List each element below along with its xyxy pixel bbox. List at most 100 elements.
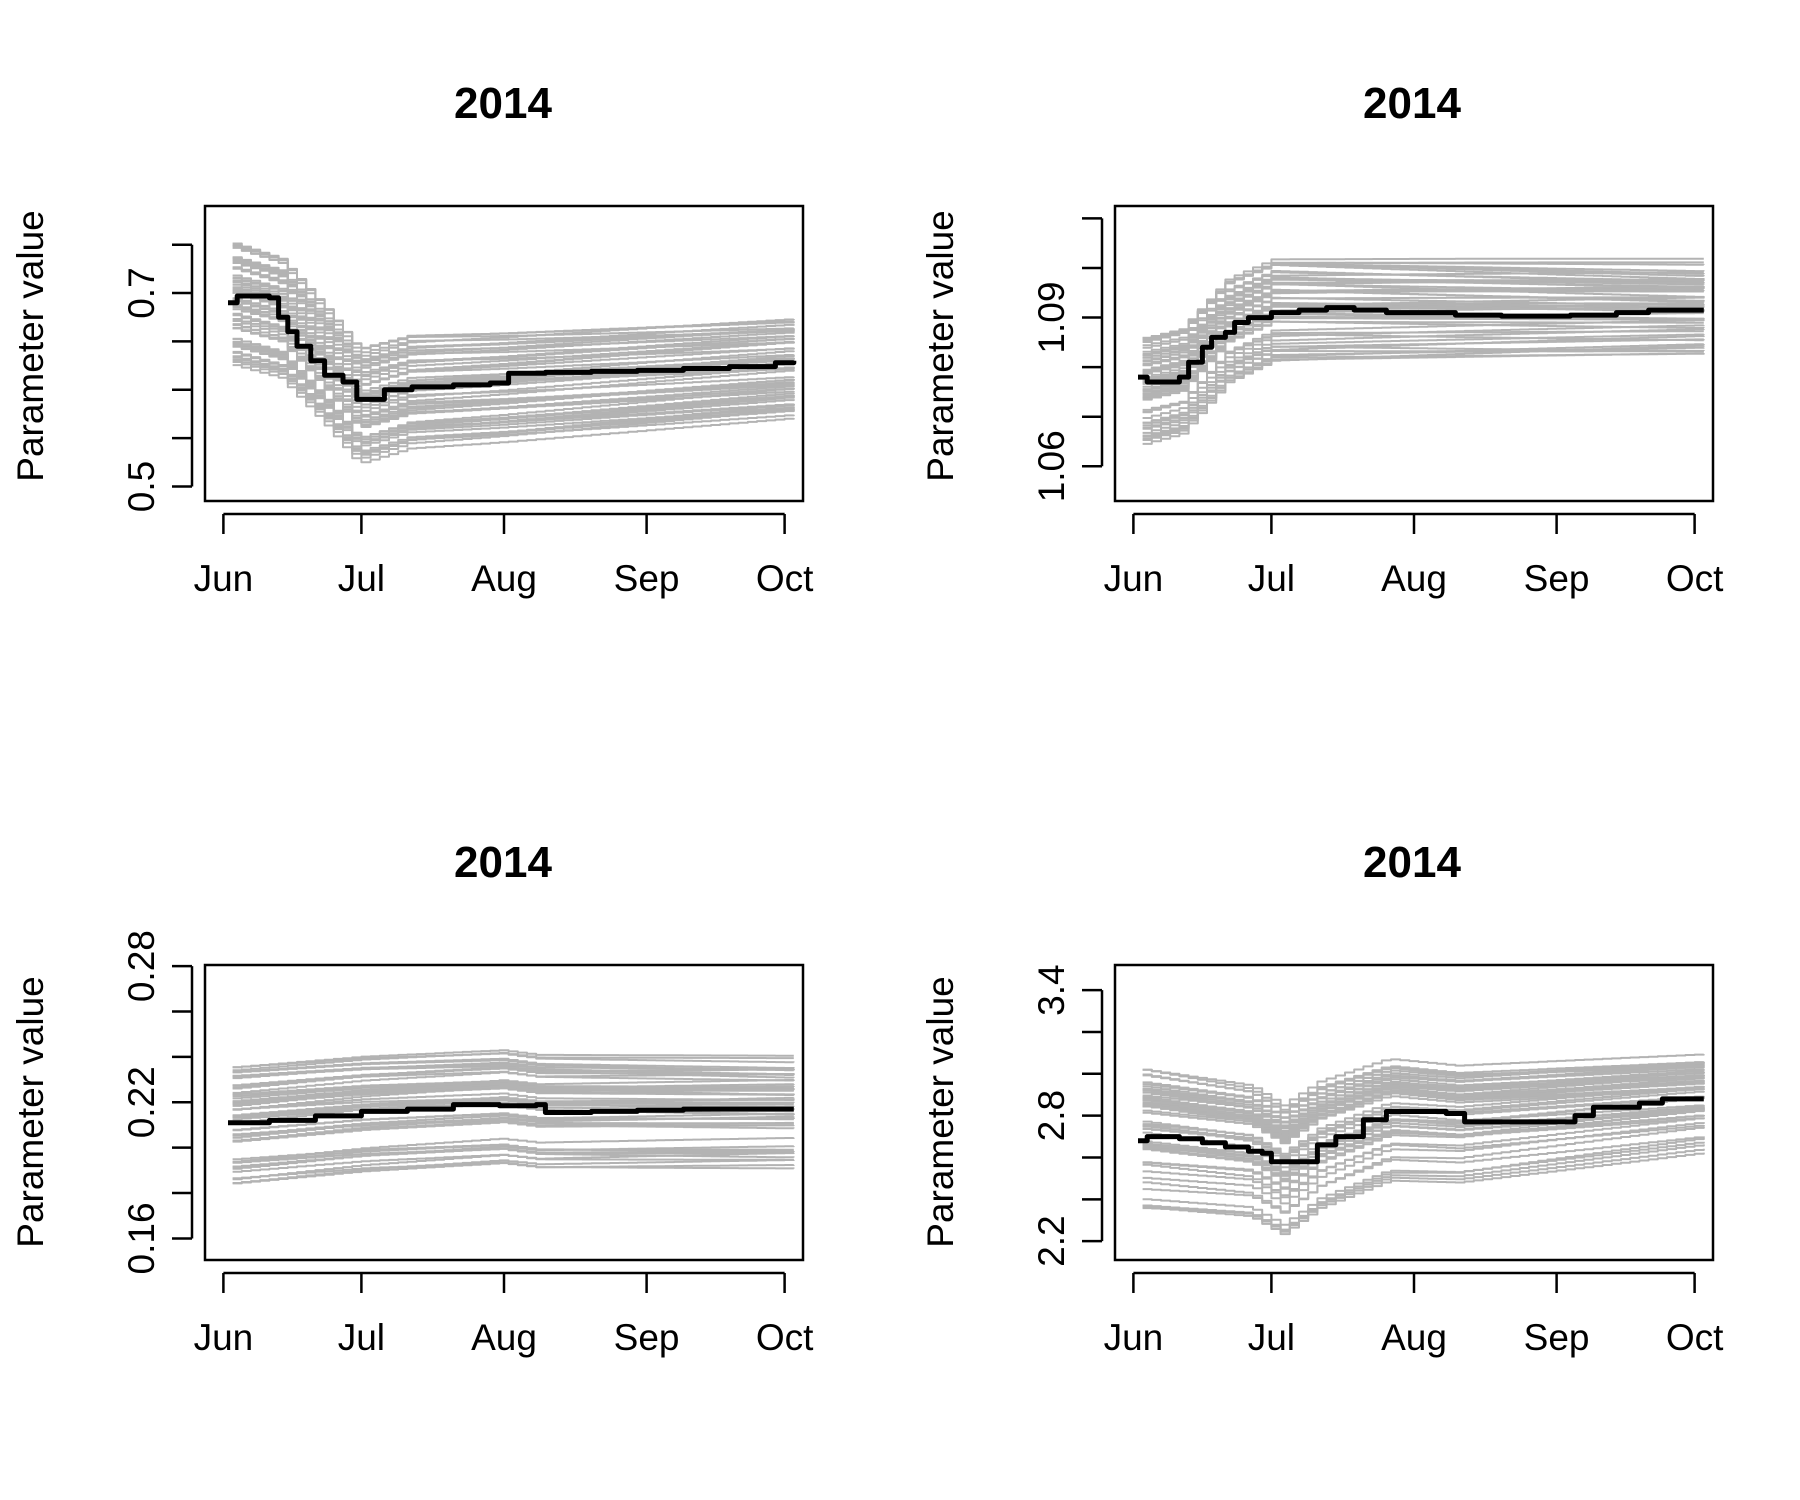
x-tick-label: Aug xyxy=(1381,1317,1447,1358)
ensemble-series-line xyxy=(232,1096,795,1125)
panel: 2014 Parameter value Jun Jul Aug Sep Oct 0.16… xyxy=(10,838,814,1358)
ensemble-series-line xyxy=(232,1120,795,1142)
ensemble-series-line xyxy=(232,1063,795,1078)
ensemble-series-line xyxy=(232,1147,794,1169)
plot-frame xyxy=(203,204,805,503)
ensemble-series-line xyxy=(232,364,795,464)
x-tick-label: Oct xyxy=(1666,1317,1724,1358)
x-tick-label: Jul xyxy=(1248,1317,1295,1358)
ensemble-series-line xyxy=(1142,352,1705,441)
ensemble-series-line xyxy=(232,345,795,444)
x-tick-label: Jun xyxy=(194,1317,254,1358)
ensemble-series-line xyxy=(232,351,795,454)
y-tick-label: 1.06 xyxy=(1031,430,1072,502)
ensemble-series-line xyxy=(1142,1053,1705,1107)
ensemble-series-line xyxy=(232,267,795,369)
ensemble-series-line xyxy=(1142,1110,1705,1190)
ensemble-series-line xyxy=(232,277,795,378)
median-series-line xyxy=(1138,1096,1704,1165)
x-tick-label: Oct xyxy=(1666,558,1724,599)
median-series-line xyxy=(1138,305,1704,385)
ensemble-series-line xyxy=(232,1114,795,1137)
ensemble-series-line xyxy=(1142,1062,1705,1123)
ensemble-series-line xyxy=(1142,289,1705,367)
y-tick-label: 2.2 xyxy=(1031,1215,1072,1266)
ensemble-series-line xyxy=(232,1152,795,1181)
x-tick-label: Jun xyxy=(194,558,254,599)
plot-frame xyxy=(1113,963,1715,1262)
x-tick-label: Jun xyxy=(1104,558,1164,599)
y-tick-label: 0.22 xyxy=(121,1066,162,1138)
x-tick-label: Sep xyxy=(1524,558,1590,599)
plot-area xyxy=(228,1049,795,1185)
axes: Jun Jul Aug Sep Oct 1.06 1.09 xyxy=(1031,217,1724,599)
y-axis-label: Parameter value xyxy=(920,210,961,481)
ensemble-series-line xyxy=(1142,1069,1705,1132)
panel-title: 2014 xyxy=(1363,79,1461,128)
x-tick-label: Sep xyxy=(1524,1317,1590,1358)
ensemble-series-line xyxy=(232,344,795,447)
x-tick-label: Jul xyxy=(338,1317,385,1358)
ensemble-series-line xyxy=(1142,1117,1705,1199)
ensemble-series-line xyxy=(1142,296,1705,375)
ensemble-series-line xyxy=(232,260,795,367)
ensemble-series-line xyxy=(1142,1141,1705,1226)
y-axis-label: Parameter value xyxy=(10,210,51,481)
ensemble-series-line xyxy=(232,340,795,438)
ensemble-series-line xyxy=(1142,1126,1705,1214)
ensemble-series-line xyxy=(232,1162,795,1185)
panel: 2014 Parameter value Jun Jul Aug Sep Oct 1.06… xyxy=(920,79,1724,599)
ensemble-series-line xyxy=(232,304,795,409)
median-series-line xyxy=(228,1102,794,1126)
x-tick-label: Sep xyxy=(614,1317,680,1358)
ensemble-series-line xyxy=(1142,1074,1705,1142)
ensemble-series-line xyxy=(1142,264,1705,340)
ensemble-series-line xyxy=(1142,344,1705,445)
ensemble-series-line xyxy=(232,267,795,373)
ensemble-series-line xyxy=(232,1085,794,1105)
y-tick-label: 3.4 xyxy=(1031,964,1072,1015)
ensemble-series-line xyxy=(1142,283,1705,362)
ensemble-series-line xyxy=(1142,1085,1705,1155)
ensemble-series-line xyxy=(1142,1082,1705,1141)
panel-title: 2014 xyxy=(1363,838,1461,887)
x-tick-label: Oct xyxy=(756,558,814,599)
y-axis-label: Parameter value xyxy=(10,976,51,1247)
ensemble-series-line xyxy=(232,257,795,361)
ensemble-series-line xyxy=(232,1051,794,1072)
plot-area xyxy=(1138,257,1705,445)
x-tick-label: Sep xyxy=(614,558,680,599)
plot-frame xyxy=(1113,204,1715,503)
axes: Jun Jul Aug Sep Oct 2.2 2.8 3.4 xyxy=(1031,964,1724,1358)
panel: 2014 Parameter value Jun Jul Aug Sep Oct 0.5 0… xyxy=(10,79,814,599)
axes: Jun Jul Aug Sep Oct 0.5 0.7 xyxy=(121,243,814,599)
ensemble-series-line xyxy=(232,1057,795,1073)
ensemble-series-line xyxy=(232,291,795,395)
ensemble-series-line xyxy=(1142,1144,1705,1232)
ensemble-series-line xyxy=(232,1121,794,1143)
plot-area xyxy=(1138,1053,1705,1236)
y-tick-label: 0.16 xyxy=(121,1202,162,1274)
ensemble-series-line xyxy=(1142,1104,1705,1163)
y-tick-label: 0.7 xyxy=(121,267,162,318)
plot-area xyxy=(228,242,797,464)
ensemble-series-line xyxy=(232,1159,795,1184)
y-axis-label: Parameter value xyxy=(920,976,961,1247)
ensemble-series-line xyxy=(1142,1117,1705,1180)
x-tick-label: Oct xyxy=(756,1317,814,1358)
axes: Jun Jul Aug Sep Oct 0.16 0.22 0.28 xyxy=(121,930,814,1358)
x-tick-label: Jul xyxy=(338,558,385,599)
ensemble-series-line xyxy=(232,1083,794,1103)
ensemble-series-line xyxy=(232,327,795,428)
y-tick-label: 1.09 xyxy=(1031,282,1072,354)
ensemble-series-line xyxy=(232,342,795,441)
ensemble-series-line xyxy=(232,1117,794,1137)
median-series-line xyxy=(228,293,797,402)
ensemble-series-line xyxy=(1142,1061,1705,1113)
ensemble-series-line xyxy=(1142,343,1705,440)
ensemble-series-line xyxy=(1142,333,1705,427)
plot-frame xyxy=(203,963,805,1262)
x-tick-label: Jul xyxy=(1248,558,1295,599)
ensemble-series-line xyxy=(1142,333,1705,411)
